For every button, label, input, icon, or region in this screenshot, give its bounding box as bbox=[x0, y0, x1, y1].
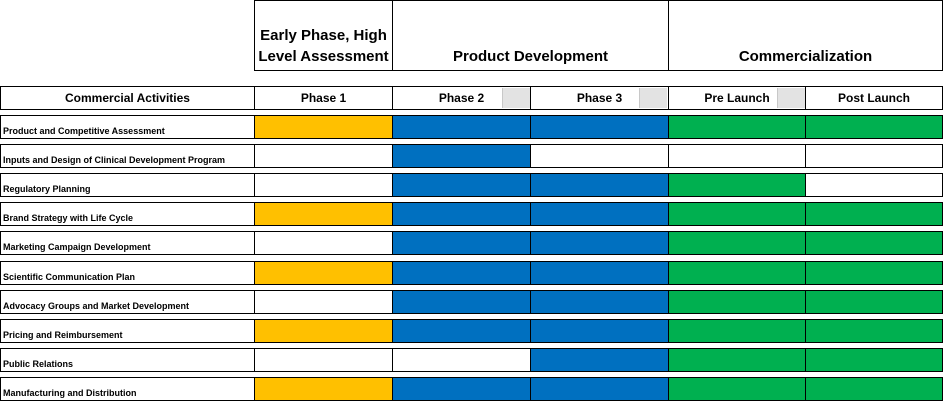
phase-group-commercialization: Commercialization bbox=[668, 0, 943, 71]
cell-phase-1 bbox=[254, 144, 393, 168]
cell-phase-2 bbox=[392, 319, 531, 343]
column-header-post-launch: Post Launch bbox=[805, 86, 943, 110]
table-row: Pricing and Reimbursement bbox=[0, 319, 944, 343]
column-header-phase-1: Phase 1 bbox=[254, 86, 393, 110]
cell-phase-3 bbox=[530, 290, 669, 314]
activity-label: Manufacturing and Distribution bbox=[0, 377, 254, 401]
cell-phase-3 bbox=[530, 173, 669, 197]
cell-phase-2 bbox=[392, 231, 531, 255]
phase-group-commercialization-label: Commercialization bbox=[738, 48, 873, 65]
activity-label: Pricing and Reimbursement bbox=[0, 319, 254, 343]
cell-phase-1 bbox=[254, 173, 393, 197]
activity-label: Regulatory Planning bbox=[0, 173, 254, 197]
column-header-phase-3-label: Phase 3 bbox=[576, 91, 623, 105]
cell-post-launch bbox=[805, 377, 943, 401]
cell-phase-2 bbox=[392, 144, 531, 168]
cell-phase-2 bbox=[392, 261, 531, 285]
cell-phase-2 bbox=[392, 115, 531, 139]
cell-post-launch bbox=[805, 290, 943, 314]
phase-group-early: Early Phase, High Level Assessment bbox=[254, 0, 393, 71]
activity-label: Marketing Campaign Development bbox=[0, 231, 254, 255]
header-tab-decoration bbox=[777, 88, 805, 108]
cell-pre-launch bbox=[668, 173, 806, 197]
cell-pre-launch bbox=[668, 319, 806, 343]
cell-phase-2 bbox=[392, 202, 531, 226]
cell-phase-2 bbox=[392, 348, 531, 372]
table-row: Inputs and Design of Clinical Developmen… bbox=[0, 144, 944, 168]
cell-phase-2 bbox=[392, 290, 531, 314]
table-row: Regulatory Planning bbox=[0, 173, 944, 197]
cell-post-launch bbox=[805, 261, 943, 285]
cell-phase-1 bbox=[254, 290, 393, 314]
header-tab-decoration bbox=[502, 88, 530, 108]
cell-phase-3 bbox=[530, 319, 669, 343]
cell-pre-launch bbox=[668, 377, 806, 401]
phase-group-product-development: Product Development bbox=[392, 0, 669, 71]
cell-phase-3 bbox=[530, 115, 669, 139]
cell-phase-3 bbox=[530, 231, 669, 255]
activity-label: Advocacy Groups and Market Development bbox=[0, 290, 254, 314]
cell-phase-3 bbox=[530, 261, 669, 285]
activity-label: Brand Strategy with Life Cycle bbox=[0, 202, 254, 226]
column-header-activities-label: Commercial Activities bbox=[65, 91, 190, 105]
cell-post-launch bbox=[805, 202, 943, 226]
table-row: Manufacturing and Distribution bbox=[0, 377, 944, 401]
cell-post-launch bbox=[805, 231, 943, 255]
activity-label: Public Relations bbox=[0, 348, 254, 372]
cell-phase-2 bbox=[392, 173, 531, 197]
cell-phase-2 bbox=[392, 377, 531, 401]
column-header-activities: Commercial Activities bbox=[0, 86, 255, 110]
cell-post-launch bbox=[805, 173, 943, 197]
cell-pre-launch bbox=[668, 348, 806, 372]
cell-pre-launch bbox=[668, 202, 806, 226]
cell-post-launch bbox=[805, 348, 943, 372]
table-row: Scientific Communication Plan bbox=[0, 261, 944, 285]
cell-phase-1 bbox=[254, 231, 393, 255]
cell-pre-launch bbox=[668, 144, 806, 168]
activity-label: Inputs and Design of Clinical Developmen… bbox=[0, 144, 254, 168]
cell-post-launch bbox=[805, 144, 943, 168]
column-header-post-launch-label: Post Launch bbox=[837, 91, 910, 105]
cell-phase-3 bbox=[530, 144, 669, 168]
table-row: Brand Strategy with Life Cycle bbox=[0, 202, 944, 226]
cell-phase-3 bbox=[530, 202, 669, 226]
cell-phase-1 bbox=[254, 115, 393, 139]
table-row: Product and Competitive Assessment bbox=[0, 115, 944, 139]
cell-pre-launch bbox=[668, 231, 806, 255]
cell-phase-1 bbox=[254, 348, 393, 372]
cell-phase-3 bbox=[530, 348, 669, 372]
cell-phase-1 bbox=[254, 261, 393, 285]
column-header-phase-2-label: Phase 2 bbox=[438, 91, 485, 105]
cell-phase-1 bbox=[254, 377, 393, 401]
cell-phase-1 bbox=[254, 319, 393, 343]
cell-pre-launch bbox=[668, 261, 806, 285]
cell-pre-launch bbox=[668, 290, 806, 314]
cell-post-launch bbox=[805, 115, 943, 139]
column-header-pre-launch-label: Pre Launch bbox=[704, 91, 770, 105]
cell-post-launch bbox=[805, 319, 943, 343]
activity-label: Product and Competitive Assessment bbox=[0, 115, 254, 139]
cell-phase-3 bbox=[530, 377, 669, 401]
table-row: Public Relations bbox=[0, 348, 944, 372]
phase-group-early-label: Early Phase, High Level Assessment bbox=[258, 27, 389, 65]
header-tab-decoration bbox=[639, 88, 667, 108]
phase-group-product-development-label: Product Development bbox=[452, 48, 609, 65]
cell-phase-1 bbox=[254, 202, 393, 226]
table-row: Marketing Campaign Development bbox=[0, 231, 944, 255]
column-header-phase-1-label: Phase 1 bbox=[300, 91, 347, 105]
table-row: Advocacy Groups and Market Development bbox=[0, 290, 944, 314]
activity-label: Scientific Communication Plan bbox=[0, 261, 254, 285]
cell-pre-launch bbox=[668, 115, 806, 139]
